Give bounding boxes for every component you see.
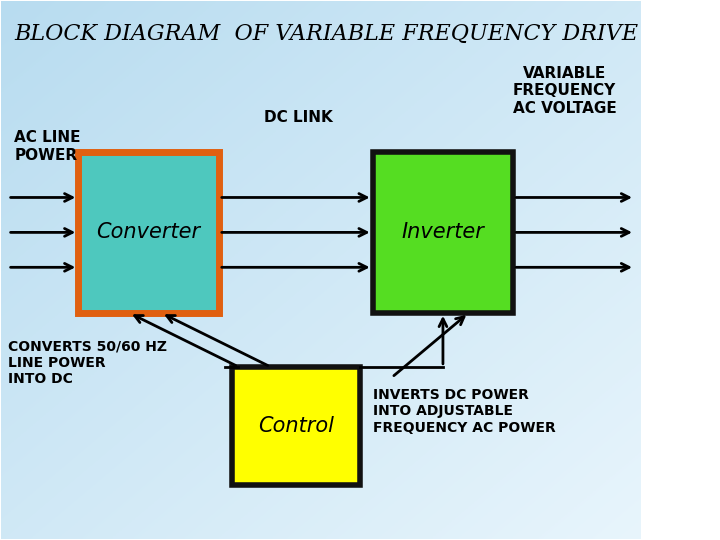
Text: Inverter: Inverter xyxy=(402,222,485,242)
Text: INVERTS DC POWER
INTO ADJUSTABLE
FREQUENCY AC POWER: INVERTS DC POWER INTO ADJUSTABLE FREQUEN… xyxy=(372,388,555,435)
Text: BLOCK DIAGRAM  OF VARIABLE FREQUENCY DRIVE: BLOCK DIAGRAM OF VARIABLE FREQUENCY DRIV… xyxy=(14,23,639,45)
Bar xyxy=(232,367,360,485)
Bar xyxy=(78,152,219,313)
Text: AC LINE
POWER: AC LINE POWER xyxy=(14,130,81,163)
Text: Converter: Converter xyxy=(96,222,201,242)
Text: VARIABLE
FREQUENCY
AC VOLTAGE: VARIABLE FREQUENCY AC VOLTAGE xyxy=(513,66,616,116)
Text: DC LINK: DC LINK xyxy=(264,110,333,125)
Text: CONVERTS 50/60 HZ
LINE POWER
INTO DC: CONVERTS 50/60 HZ LINE POWER INTO DC xyxy=(8,340,167,386)
Text: Control: Control xyxy=(258,416,333,436)
Bar xyxy=(372,152,513,313)
